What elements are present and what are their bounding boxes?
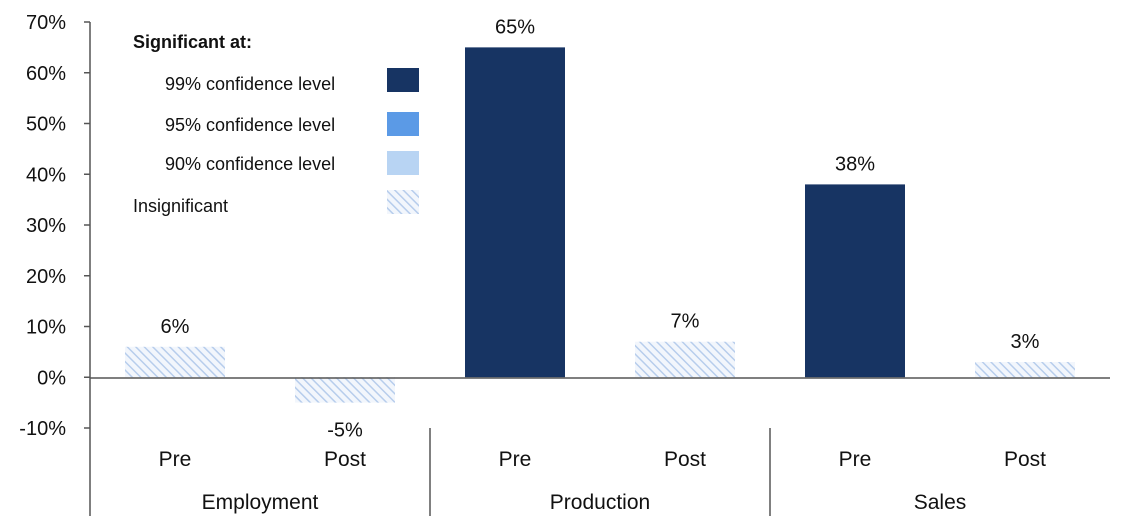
y-tick-label: 50% (26, 114, 66, 136)
x-category-label: Post (1004, 448, 1046, 471)
bar-value-labels: 6% -5% 65% 7% 38% 3% (161, 16, 1040, 441)
x-category-label: Post (324, 448, 366, 471)
bar-value-label: 7% (671, 311, 700, 333)
y-tick-label: 0% (37, 367, 66, 389)
x-category-label: Post (664, 448, 706, 471)
bar-value-label: 38% (835, 153, 875, 175)
bar-value-label: -5% (327, 420, 363, 442)
legend-title: Significant at: (133, 32, 252, 52)
legend-label-insignificant: Insignificant (133, 196, 228, 216)
y-tick-label: 20% (26, 266, 66, 288)
legend-swatch-insignificant (387, 190, 419, 214)
y-tick-label: 10% (26, 317, 66, 339)
x-category-label: Pre (159, 448, 192, 471)
y-tick-label: 40% (26, 164, 66, 186)
legend-swatch-90 (387, 151, 419, 175)
y-axis-ticks: -10% 0% 10% 20% 30% 40% 50% 60% 70% (19, 12, 90, 440)
bar-sales-pre (805, 184, 905, 378)
y-tick-label: -10% (19, 418, 66, 440)
legend-label-90: 90% confidence level (165, 154, 335, 174)
bar-production-post (635, 341, 735, 378)
legend-label-99: 99% confidence level (165, 74, 335, 94)
legend-label-95: 95% confidence level (165, 115, 335, 135)
x-group-label: Employment (202, 491, 319, 514)
x-category-label: Pre (839, 448, 872, 471)
legend: Significant at: 99% confidence level 95%… (133, 32, 419, 216)
legend-swatch-99 (387, 68, 419, 92)
y-tick-label: 70% (26, 12, 66, 34)
x-group-label: Production (550, 491, 650, 514)
bar-production-pre (465, 47, 565, 378)
bar-employment-pre (125, 346, 225, 378)
legend-swatch-95 (387, 112, 419, 136)
bar-value-label: 65% (495, 16, 535, 38)
x-group-label: Sales (914, 491, 967, 514)
x-category-label: Pre (499, 448, 532, 471)
bars-layer (125, 47, 1075, 403)
bar-employment-post (295, 377, 395, 403)
bar-value-label: 3% (1011, 331, 1040, 353)
bar-value-label: 6% (161, 316, 190, 338)
y-tick-label: 60% (26, 63, 66, 85)
y-tick-label: 30% (26, 215, 66, 237)
bar-sales-post (975, 362, 1075, 378)
